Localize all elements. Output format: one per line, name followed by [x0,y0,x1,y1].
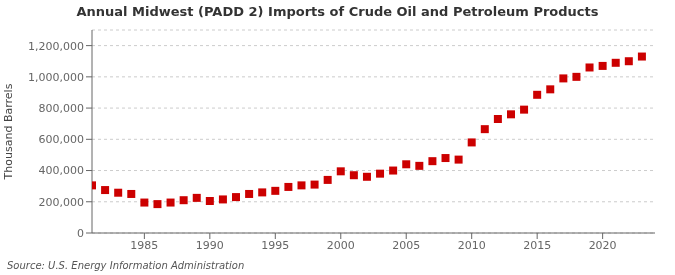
svg-text:2010: 2010 [458,239,486,252]
html-text:Annual Midwest (PADD 2) Import: Annual Midwest (PADD 2) Imports of Crude… [76,4,599,19]
svg-text:200,000: 200,000 [39,196,85,209]
svg-text:600,000: 600,000 [39,133,85,146]
svg-text:Thousand Barrels: Thousand Barrels [8,83,15,180]
svg-text:0: 0 [77,227,84,240]
svg-text:1,000,000: 1,000,000 [28,71,84,84]
svg-text:2020: 2020 [589,239,617,252]
svg-text:1990: 1990 [196,239,224,252]
svg-text:1995: 1995 [261,239,289,252]
html-text:Source: U.S. Energy Informatio: Source: U.S. Energy Information Administ… [7,260,245,271]
svg-text:400,000: 400,000 [39,164,85,177]
svg-text:2000: 2000 [327,239,355,252]
svg-text:1985: 1985 [130,239,158,252]
svg-text:1,200,000: 1,200,000 [28,40,84,53]
svg-text:2015: 2015 [523,239,551,252]
svg-text:2005: 2005 [392,239,420,252]
svg-text:800,000: 800,000 [39,102,85,115]
